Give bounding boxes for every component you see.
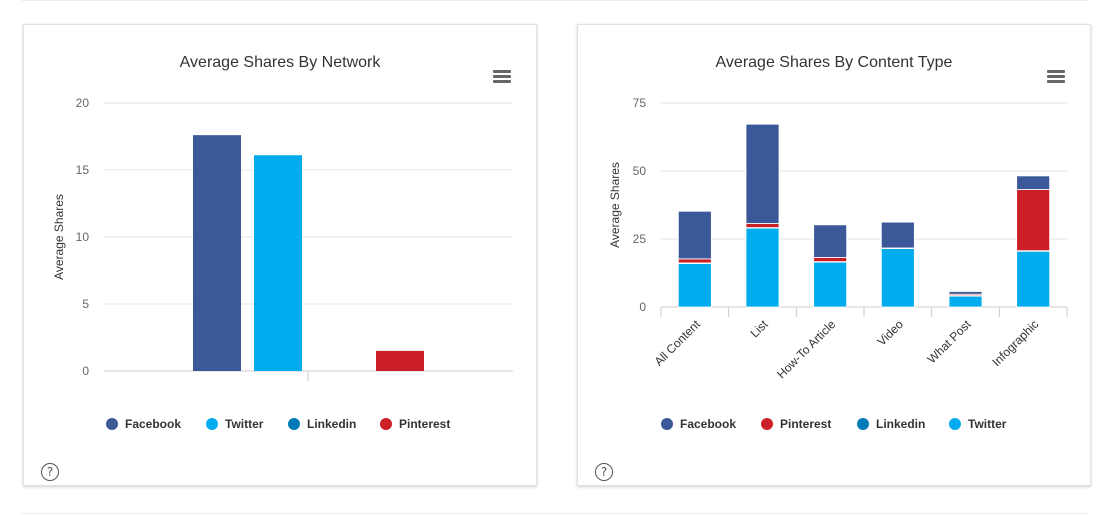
bar-facebook xyxy=(193,135,241,371)
y-tick-label: 20 xyxy=(76,96,90,110)
y-tick-label: 25 xyxy=(633,232,647,246)
legend-marker xyxy=(206,418,218,430)
legend-item-linkedin[interactable]: Linkedin xyxy=(288,417,356,431)
legend-item-twitter[interactable]: Twitter xyxy=(206,417,263,431)
x-tick-label: How-To Article xyxy=(774,317,838,381)
bar-segment-facebook xyxy=(677,210,712,260)
chart-content-type-svg: 0 25 50 75 Average Shares All Content List How-… xyxy=(608,96,1068,381)
bar-segment-twitter xyxy=(813,261,848,308)
bar-segment-twitter xyxy=(745,227,780,308)
chart-title: Average Shares By Content Type xyxy=(715,54,953,71)
chart-card-content-type: 0 25 50 75 Average Shares All Content List How-… xyxy=(577,24,1091,486)
bar-pinterest xyxy=(376,350,424,371)
bar-segment-twitter xyxy=(880,248,915,308)
legend-marker xyxy=(288,418,300,430)
legend-label: Twitter xyxy=(225,417,264,431)
chart-network-svg: 0 5 10 15 20 Average Shares xyxy=(52,96,513,381)
x-tick-label: List xyxy=(748,317,772,341)
y-tick-label: 10 xyxy=(76,230,90,244)
y-tick-label: 75 xyxy=(633,96,647,110)
bar-segment-facebook xyxy=(1016,175,1051,190)
y-axis-label: Average Shares xyxy=(52,194,66,280)
help-icon[interactable]: ? xyxy=(41,463,59,481)
bar-segment-twitter xyxy=(1016,250,1051,308)
legend-item-facebook[interactable]: Facebook xyxy=(661,417,736,431)
x-tick-label: Infographic xyxy=(989,317,1041,369)
legend-label: Facebook xyxy=(125,417,182,431)
legend-marker xyxy=(106,418,118,430)
y-tick-label: 15 xyxy=(76,163,90,177)
chart-card-network: 0 5 10 15 20 Average Shares Average Shares By… xyxy=(23,24,537,486)
legend-item-pinterest[interactable]: Pinterest xyxy=(761,417,831,431)
legend-item-linkedin[interactable]: Linkedin xyxy=(857,417,925,431)
top-divider xyxy=(22,0,1088,1)
chart-legend: Facebook Pinterest Linkedin Twitter xyxy=(578,417,1090,435)
hamburger-menu-icon[interactable] xyxy=(493,70,511,84)
legend-marker xyxy=(761,418,773,430)
chart-legend: Facebook Twitter Linkedin Pinterest xyxy=(24,417,536,435)
bar-segment-facebook xyxy=(745,123,780,224)
legend-item-twitter[interactable]: Twitter xyxy=(949,417,1006,431)
legend-marker xyxy=(661,418,673,430)
bar-segment-pinterest xyxy=(745,223,780,228)
legend-marker xyxy=(380,418,392,430)
chart-title: Average Shares By Network xyxy=(179,54,381,71)
legend-label: Linkedin xyxy=(307,417,357,431)
legend-label: Twitter xyxy=(968,417,1007,431)
x-tick-label: Video xyxy=(874,317,906,349)
bar-segment-facebook xyxy=(948,291,983,295)
bar-segment-pinterest xyxy=(813,257,848,262)
help-icon[interactable]: ? xyxy=(595,463,613,481)
y-tick-label: 0 xyxy=(639,300,646,314)
bottom-divider xyxy=(22,513,1088,514)
bar-segment-twitter xyxy=(677,263,712,308)
y-tick-label: 0 xyxy=(82,364,89,378)
legend-label: Pinterest xyxy=(399,417,451,431)
legend-marker xyxy=(857,418,869,430)
legend-marker xyxy=(949,418,961,430)
x-tick-label: What Post xyxy=(925,317,975,367)
bar-segment-facebook xyxy=(813,224,848,258)
legend-item-pinterest[interactable]: Pinterest xyxy=(380,417,450,431)
y-tick-label: 5 xyxy=(82,297,89,311)
legend-item-facebook[interactable]: Facebook xyxy=(106,417,181,431)
bar-segment-pinterest xyxy=(1016,189,1051,252)
hamburger-menu-icon[interactable] xyxy=(1047,70,1065,84)
legend-label: Linkedin xyxy=(876,417,926,431)
bar-twitter xyxy=(254,155,302,371)
legend-label: Facebook xyxy=(680,417,737,431)
bar-segment-pinterest xyxy=(677,258,712,264)
bar-segment-facebook xyxy=(880,221,915,249)
bar-segment-twitter xyxy=(948,295,983,308)
y-tick-label: 50 xyxy=(633,164,647,178)
y-axis-label: Average Shares xyxy=(608,162,622,248)
legend-label: Pinterest xyxy=(780,417,832,431)
x-tick-label: All Content xyxy=(652,317,704,369)
